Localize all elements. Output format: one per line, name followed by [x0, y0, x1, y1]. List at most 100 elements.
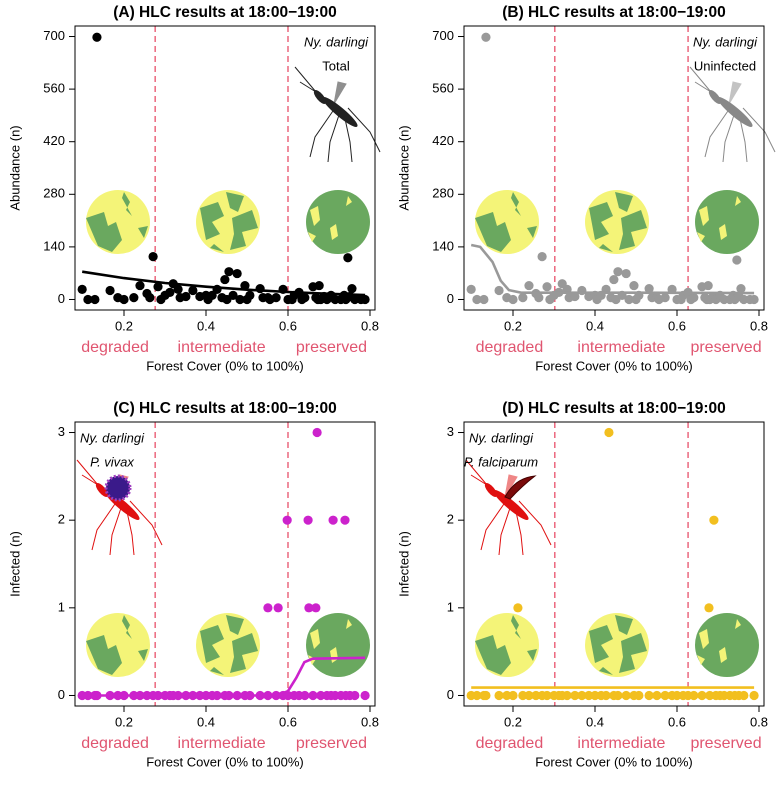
annotation: Ny. darlingi	[693, 34, 758, 49]
y-tick-label: 700	[432, 28, 454, 43]
x-tick-label: 0.6	[668, 318, 686, 333]
x-tick-label: 0.2	[504, 714, 522, 729]
x-axis-label: Forest Cover (0% to 100%)	[535, 358, 693, 373]
forest-map	[86, 613, 150, 677]
point	[736, 283, 746, 294]
region-label: intermediate	[178, 735, 266, 752]
point	[350, 690, 360, 701]
point	[644, 283, 654, 294]
mosquito-icon	[689, 66, 776, 163]
point	[308, 690, 318, 701]
point	[660, 690, 670, 701]
point	[228, 290, 238, 300]
point	[119, 294, 129, 305]
parasite-icon	[504, 475, 537, 500]
forest-map	[196, 190, 260, 254]
point	[704, 603, 714, 613]
panel: (D) HLC results at 18:00−19:00 0 1 2 3 0.2 0.4…	[396, 400, 768, 769]
point	[631, 294, 641, 305]
mosquito-icon	[465, 459, 552, 556]
point	[90, 294, 100, 305]
point	[232, 268, 242, 279]
point	[311, 603, 321, 613]
point	[604, 427, 614, 438]
annotation: P. vivax	[90, 454, 134, 469]
x-tick-label: 0.8	[750, 714, 768, 729]
annotation: Uninfected	[694, 58, 756, 73]
x-tick-label: 0.4	[197, 714, 215, 729]
decor-c	[76, 459, 370, 677]
fit-line	[82, 270, 366, 297]
y-tick-label: 1	[58, 599, 65, 614]
mosquito-icon	[294, 66, 381, 163]
point	[508, 294, 518, 305]
point	[609, 274, 619, 285]
decor-d	[465, 459, 759, 677]
panel-title: (A) HLC results at 18:00−19:00	[113, 4, 337, 21]
x-tick-label: 0.2	[115, 714, 133, 729]
point	[224, 267, 234, 277]
forest-map	[306, 613, 370, 677]
decor-a	[86, 66, 381, 254]
annotation: Total	[322, 58, 350, 73]
y-tick-label: 700	[43, 28, 65, 43]
panel-title: (D) HLC results at 18:00−19:00	[502, 400, 726, 417]
region-label: degraded	[476, 339, 544, 356]
x-tick-label: 0.4	[197, 318, 215, 333]
point	[314, 280, 324, 291]
point	[621, 268, 631, 279]
plot-frame	[463, 421, 765, 707]
point	[613, 690, 623, 701]
point	[242, 294, 252, 305]
point	[300, 293, 310, 303]
y-axis-label: Infected (n)	[396, 531, 411, 597]
point	[570, 690, 580, 701]
forest-map	[475, 613, 539, 677]
region-label: preserved	[296, 339, 367, 356]
point	[709, 515, 719, 525]
point	[524, 690, 534, 701]
point	[739, 690, 749, 701]
point	[660, 293, 670, 303]
annotation: P. falciparum	[464, 454, 538, 469]
point	[689, 690, 699, 701]
point	[629, 280, 639, 291]
point	[303, 515, 313, 525]
point	[220, 274, 230, 285]
y-tick-label: 420	[43, 133, 65, 148]
x-tick-label: 0.8	[361, 714, 379, 729]
point	[148, 252, 158, 262]
fit-line	[470, 243, 755, 295]
point	[534, 293, 544, 303]
point	[83, 294, 93, 305]
point	[340, 515, 350, 525]
point	[145, 293, 155, 303]
point	[360, 690, 370, 701]
region-label: degraded	[476, 735, 544, 752]
point	[135, 280, 145, 291]
point	[282, 515, 292, 525]
forest-map	[585, 190, 649, 254]
y-tick-label: 280	[432, 186, 454, 201]
point	[749, 294, 759, 305]
panel: (A) HLC results at 18:00−19:00 0 140 280 420…	[7, 4, 379, 373]
y-axis-label: Abundance (n)	[396, 125, 411, 210]
y-tick-label: 560	[432, 81, 454, 96]
point	[472, 294, 482, 305]
x-tick-label: 0.8	[750, 318, 768, 333]
region-label: degraded	[81, 339, 149, 356]
x-tick-label: 0.4	[586, 318, 604, 333]
point	[92, 32, 102, 42]
panel: (C) HLC results at 18:00−19:00 0 1 2 3 0.2 0.4…	[7, 400, 379, 769]
annotation: Ny. darlingi	[80, 430, 145, 445]
point	[165, 287, 175, 297]
forest-map	[695, 613, 759, 677]
point	[271, 293, 281, 303]
point	[524, 280, 534, 291]
y-tick-label: 2	[447, 512, 454, 527]
point	[153, 282, 163, 292]
plot-frame	[463, 25, 765, 311]
point	[188, 285, 198, 296]
point	[263, 603, 273, 613]
